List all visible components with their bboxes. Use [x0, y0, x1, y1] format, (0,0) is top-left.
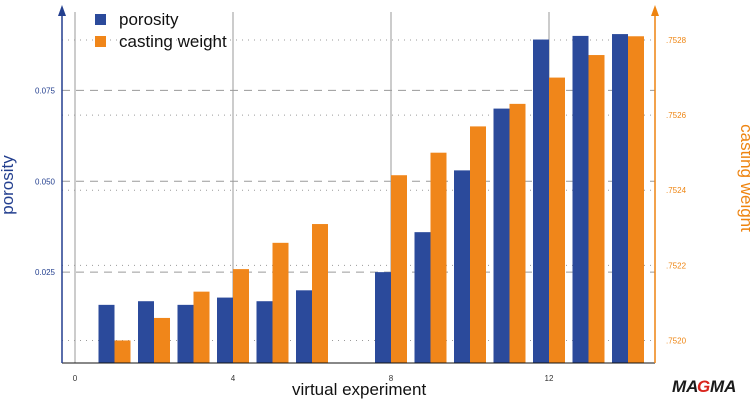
casting-weight-bar	[193, 291, 210, 363]
casting-weight-bar	[549, 77, 565, 364]
casting-weight-bar	[154, 317, 170, 363]
x-tick-label: 4	[231, 374, 236, 383]
magma-logo: MA G MA	[672, 377, 736, 396]
legend-label: porosity	[119, 10, 179, 29]
porosity-bar	[414, 232, 431, 363]
legend-swatch	[95, 14, 106, 25]
svg-text:G: G	[697, 377, 710, 396]
casting-weight-bar	[509, 103, 526, 363]
x-axis-label: virtual experiment	[292, 380, 427, 399]
y-left-tick-label: 0.025	[35, 268, 56, 277]
porosity-bar	[138, 301, 154, 363]
casting-weight-bar	[312, 224, 328, 363]
casting-weight-bar	[430, 152, 447, 363]
casting-weight-bar	[114, 340, 131, 363]
porosity-bar	[533, 39, 549, 364]
x-tick-label: 12	[545, 374, 554, 383]
y-left-tick-label: 0.075	[35, 86, 56, 95]
casting-weight-bar	[272, 242, 289, 363]
casting-weight-bar	[233, 269, 249, 363]
y-right-tick-label: .7524	[666, 186, 687, 195]
porosity-bar	[454, 170, 470, 363]
legend-swatch	[95, 36, 106, 47]
porosity-bar	[572, 35, 589, 363]
porosity-bar	[612, 34, 628, 363]
x-tick-label: 8	[389, 374, 394, 383]
y-axis-left-label: porosity	[0, 155, 17, 215]
svg-text:MA: MA	[710, 377, 736, 396]
porosity-bar	[296, 290, 312, 363]
y-right-tick-label: .7528	[666, 36, 687, 45]
legend-label: casting weight	[119, 32, 227, 51]
y-left-tick-label: 0.050	[35, 177, 56, 186]
porosity-bar	[256, 301, 273, 363]
y-axis-right-arrow	[651, 5, 659, 16]
svg-text:MA: MA	[672, 377, 698, 396]
porosity-bar	[98, 304, 115, 363]
x-tick-label: 0	[73, 374, 78, 383]
porosity-bar	[177, 304, 194, 363]
y-right-tick-label: .7526	[666, 111, 687, 120]
y-right-tick-label: .7522	[666, 261, 687, 270]
y-right-tick-label: .7520	[666, 336, 687, 345]
porosity-bar	[375, 272, 391, 363]
porosity-bar	[217, 297, 233, 363]
casting-weight-bar	[588, 55, 605, 364]
porosity-bar	[493, 108, 510, 363]
casting-weight-bar	[470, 126, 486, 364]
casting-weight-bar	[628, 36, 644, 364]
y-axis-left-arrow	[58, 5, 66, 16]
y-axis-right-label: casting weight	[736, 124, 750, 232]
casting-weight-bar	[391, 175, 407, 363]
